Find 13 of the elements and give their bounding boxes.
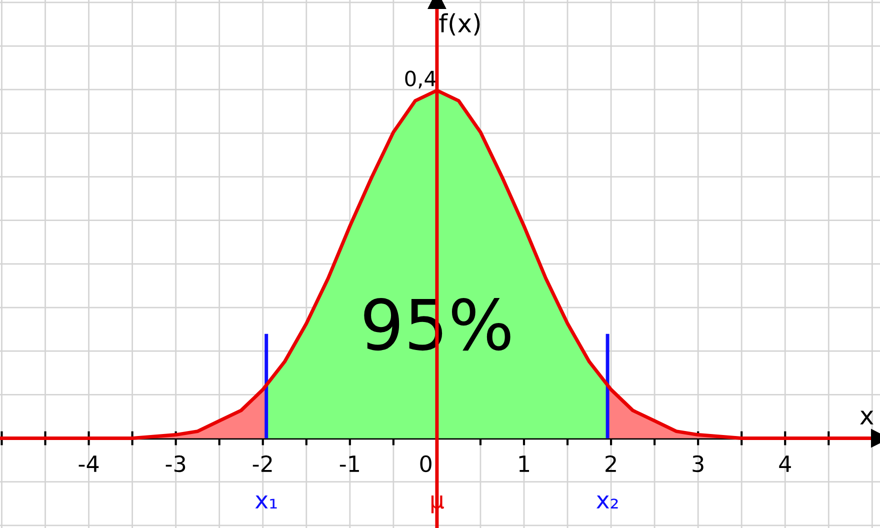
x-tick-label: 1: [519, 456, 530, 472]
x-tick-label: -1: [340, 456, 359, 472]
x-tick-label: -2: [252, 455, 272, 472]
x-axis-title: x: [860, 410, 874, 424]
x-tick-label: 0: [420, 455, 432, 472]
ref-line-label: x₁: [255, 495, 277, 508]
y-axis-title: f(x): [439, 13, 480, 36]
ref-line-label: x₂: [596, 495, 618, 508]
x-tick-label: 2: [606, 455, 616, 472]
x-tick-label: 3: [692, 455, 704, 472]
x-tick-label: -4: [78, 456, 99, 472]
x-tick-label: 4: [779, 456, 791, 472]
x-tick-label: -3: [166, 455, 186, 472]
